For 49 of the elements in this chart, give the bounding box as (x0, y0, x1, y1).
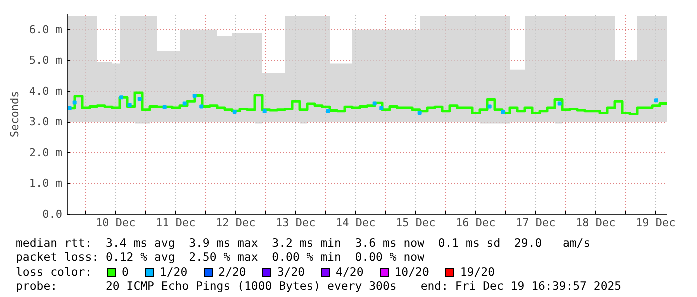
text: median rtt: 3.4 ms avg 3.9 ms max 3.2 ms min 3.6 ms now 0.1 ms sd 29.0 am/s (16, 236, 591, 250)
legend-label: 4/20 (336, 264, 364, 279)
point (262, 109, 267, 114)
x-tick-label: 17 Dec (516, 216, 556, 230)
y-tick-label: 6.0 m (29, 23, 63, 36)
point (182, 102, 187, 106)
point (418, 110, 422, 115)
y-tick-label: 4.0 m (29, 84, 63, 98)
x-tick-label: 15 Dec (396, 216, 436, 230)
point (192, 94, 197, 98)
text: end: Fri Dec 19 16:39:57 2025 (420, 278, 622, 294)
legend-label: 0 (122, 264, 129, 279)
point (138, 97, 142, 102)
legend-title: loss color: (16, 264, 94, 279)
legend-label: 10/20 (394, 264, 430, 279)
x-tick-label: 13 Dec (276, 216, 316, 230)
point (128, 103, 132, 108)
point (372, 102, 377, 106)
y-tick-label: 1.0 m (29, 177, 63, 190)
text: probe: 20 ICMP Echo Pings (1000 Bytes) every 300s (16, 278, 397, 294)
point (162, 105, 167, 110)
text: packet loss: 0.12 % avg 2.50 % max 0.00 % min 0.00 % now (16, 250, 424, 265)
y-axis-title: Seconds (8, 91, 22, 138)
point (654, 98, 658, 103)
x-tick-label: 19 Dec (636, 216, 676, 230)
legend-label: 3/20 (277, 264, 306, 279)
y-tick-label: 3.0 m (29, 116, 63, 129)
y-tick-label: 5.0 m (29, 54, 63, 68)
point (558, 102, 562, 106)
y-tick-label: 0.0 (42, 208, 63, 221)
point (232, 110, 237, 114)
y-tick-label: 2.0 m (29, 146, 63, 160)
point (488, 104, 492, 109)
x-tick-label: 18 Dec (576, 216, 616, 230)
legend-label: 2/20 (218, 264, 246, 279)
point (72, 100, 77, 105)
point (120, 96, 124, 100)
legend-label: 19/20 (460, 264, 495, 279)
point (200, 104, 204, 109)
x-tick-label: 10 Dec (96, 216, 136, 230)
x-tick-label: 14 Dec (336, 216, 376, 230)
point (501, 110, 506, 114)
x-tick-label: 12 Dec (216, 216, 256, 230)
point (326, 109, 330, 114)
legend-label: 1/20 (160, 264, 188, 279)
point (380, 106, 384, 110)
point (68, 106, 72, 110)
x-tick-label: 16 Dec (456, 216, 496, 230)
x-tick-label: 11 Dec (156, 216, 196, 230)
